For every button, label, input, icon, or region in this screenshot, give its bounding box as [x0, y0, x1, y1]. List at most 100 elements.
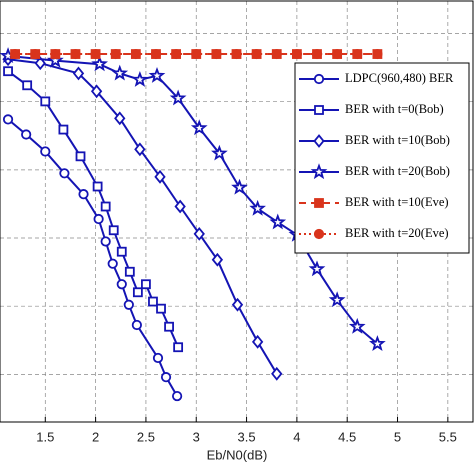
- x-tick-label: 4: [293, 429, 300, 444]
- marker: [291, 48, 302, 60]
- marker: [369, 335, 386, 351]
- marker: [308, 260, 326, 277]
- marker: [211, 252, 224, 267]
- x-tick-label: 3: [193, 429, 200, 444]
- x-tick-label: 1.5: [36, 429, 54, 444]
- marker: [75, 151, 86, 162]
- marker: [314, 198, 324, 208]
- marker: [2, 114, 14, 125]
- marker: [154, 169, 166, 184]
- x-axis-label: Eb/N0(dB): [207, 447, 268, 462]
- marker: [211, 144, 228, 161]
- marker: [93, 213, 104, 225]
- marker: [193, 226, 205, 241]
- marker: [91, 55, 108, 72]
- marker: [131, 70, 149, 87]
- legend-label: BER with t=0(Bob): [345, 102, 444, 116]
- marker: [251, 48, 262, 60]
- x-tick-label: 2: [92, 429, 99, 444]
- marker: [352, 48, 363, 60]
- marker: [152, 352, 164, 364]
- marker: [108, 225, 119, 236]
- marker: [59, 168, 70, 179]
- marker: [50, 48, 61, 60]
- marker: [141, 279, 151, 290]
- marker: [3, 66, 13, 77]
- marker: [123, 299, 134, 310]
- marker: [90, 48, 101, 60]
- marker: [311, 48, 323, 60]
- x-tick-label: 3.5: [238, 429, 256, 444]
- marker: [107, 258, 118, 269]
- marker: [231, 48, 242, 60]
- marker: [72, 66, 85, 81]
- marker: [34, 56, 46, 71]
- marker: [251, 334, 264, 349]
- marker: [116, 279, 127, 290]
- marker: [110, 48, 121, 60]
- marker: [310, 163, 328, 180]
- marker: [314, 105, 324, 115]
- marker: [191, 48, 202, 60]
- x-tick-label: 5.5: [439, 429, 457, 444]
- marker: [160, 372, 172, 383]
- plot-frame: [0, 0, 474, 423]
- marker: [90, 84, 103, 99]
- marker: [114, 111, 126, 126]
- marker: [22, 80, 33, 91]
- marker: [156, 303, 166, 314]
- marker: [372, 48, 383, 60]
- marker: [134, 142, 146, 157]
- legend-label: BER with t=10(Eve): [345, 195, 449, 209]
- marker: [132, 287, 143, 298]
- marker: [111, 64, 129, 81]
- marker: [148, 66, 166, 83]
- marker: [313, 73, 325, 85]
- marker: [231, 297, 244, 312]
- marker: [40, 146, 51, 157]
- legend-box: [294, 62, 470, 254]
- marker: [313, 228, 325, 240]
- marker: [58, 124, 69, 135]
- marker: [173, 342, 184, 353]
- marker: [211, 48, 222, 60]
- legend-label: BER with t=10(Bob): [345, 133, 450, 147]
- marker: [271, 48, 282, 60]
- marker: [124, 266, 135, 277]
- marker: [78, 189, 89, 200]
- marker: [116, 246, 127, 257]
- marker: [174, 199, 186, 214]
- legend-label: LDPC(960,480) BER: [345, 71, 454, 85]
- marker: [231, 178, 248, 195]
- x-tick-label: 4.5: [338, 429, 356, 444]
- marker: [131, 319, 142, 331]
- marker: [249, 199, 266, 216]
- marker: [190, 119, 208, 136]
- legend-label: BER with t=20(Eve): [345, 226, 449, 240]
- x-tick-label: 5: [394, 429, 401, 444]
- marker: [150, 48, 162, 60]
- marker: [348, 317, 366, 334]
- x-tick-label: 2.5: [137, 429, 155, 444]
- marker: [130, 48, 141, 60]
- marker: [169, 89, 187, 106]
- marker: [164, 321, 174, 332]
- marker: [92, 181, 103, 192]
- marker: [9, 48, 21, 60]
- marker: [328, 291, 346, 308]
- marker: [30, 48, 41, 60]
- marker: [70, 48, 81, 60]
- marker: [100, 236, 111, 247]
- legend-label: BER with t=20(Bob): [345, 164, 450, 178]
- legend: LDPC(960,480) BER BER with t=0(Bob) BER wi…: [294, 62, 470, 254]
- marker: [271, 366, 283, 381]
- marker: [100, 201, 111, 212]
- marker: [332, 48, 343, 60]
- marker: [313, 134, 325, 148]
- marker: [148, 296, 158, 307]
- marker: [172, 390, 183, 402]
- marker: [171, 48, 182, 60]
- marker: [269, 213, 287, 230]
- marker: [40, 96, 51, 107]
